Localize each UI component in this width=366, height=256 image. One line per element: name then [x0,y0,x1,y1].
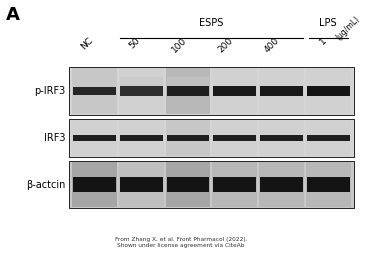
Text: IRF3: IRF3 [44,133,66,143]
Bar [306,162,351,207]
Bar [306,68,351,114]
Text: LPS: LPS [320,18,337,28]
Bar [167,177,209,192]
Bar [73,87,116,95]
Bar [166,120,210,156]
Text: NC: NC [79,36,95,51]
Bar [212,120,257,156]
Text: A: A [6,6,20,24]
Text: p-IRF3: p-IRF3 [34,86,66,96]
Bar [72,120,117,156]
Bar [167,86,209,96]
Bar [167,135,209,141]
Bar [212,68,257,114]
Bar [166,162,210,207]
Bar [213,135,256,141]
Bar [259,162,304,207]
Text: 100: 100 [169,36,188,54]
Bar [120,135,163,141]
Bar [260,135,303,141]
Text: 1: 1 [318,36,328,46]
Bar [167,77,209,88]
Bar [69,119,354,157]
Bar [259,68,304,114]
Bar [120,77,163,88]
Bar [72,162,117,207]
Bar [260,87,303,95]
Bar [73,135,116,141]
Text: From Zhang X, et al. Front Pharmacol (2022).
Shown under license agreement via C: From Zhang X, et al. Front Pharmacol (20… [115,237,247,248]
Text: (μg/mL): (μg/mL) [333,14,361,42]
Bar [73,177,116,192]
Bar [120,177,163,192]
Bar [119,68,164,114]
Text: ESPS: ESPS [199,18,224,28]
Bar [213,177,256,192]
Text: 200: 200 [216,36,235,54]
Bar [307,86,350,96]
Bar [307,135,350,141]
Text: 50: 50 [127,36,141,50]
Bar [120,87,163,95]
Bar [72,68,117,114]
Bar [259,120,304,156]
Bar [212,162,257,207]
Bar [69,67,354,115]
Bar [119,162,164,207]
Bar [260,177,303,192]
Text: 400: 400 [263,36,281,54]
Bar [306,120,351,156]
Bar [69,161,354,208]
Bar [213,87,256,95]
Bar [307,177,350,192]
Bar [119,120,164,156]
Text: β-actcin: β-actcin [26,179,66,189]
Bar [166,68,210,114]
